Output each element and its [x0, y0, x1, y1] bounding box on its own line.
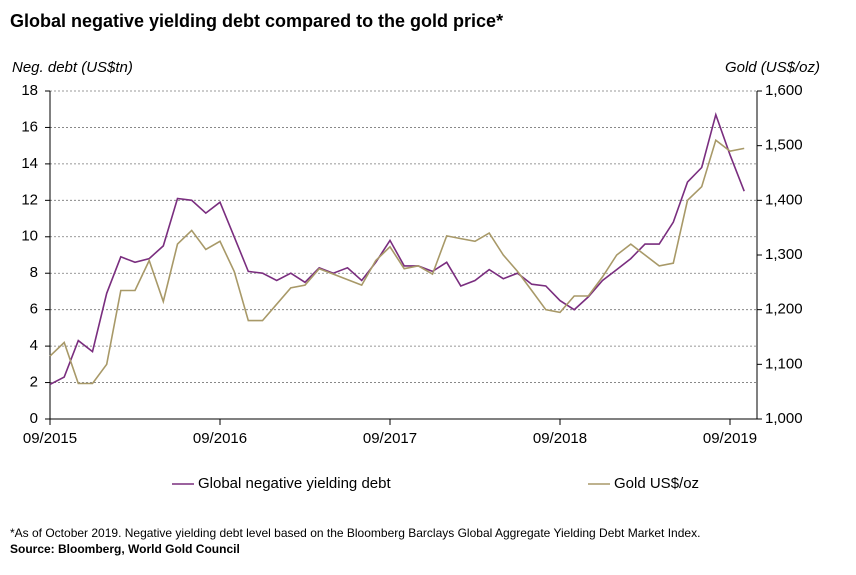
- y2-tick-label: 1,100: [765, 355, 803, 372]
- y2-tick-label: 1,000: [765, 410, 803, 427]
- series-line: [49, 112, 745, 386]
- y-tick-label: 8: [30, 264, 38, 281]
- y-tick-label: 12: [21, 191, 38, 208]
- y-tick-label: 6: [30, 301, 38, 318]
- y-tick-label: 18: [21, 82, 38, 99]
- y-tick-label: 4: [30, 337, 38, 354]
- y2-axis-label: Gold (US$/oz): [725, 59, 820, 76]
- y-tick-label: 14: [21, 155, 38, 172]
- y2-tick-label: 1,400: [765, 191, 803, 208]
- x-tick-label: 09/2018: [533, 430, 587, 447]
- chart-title: Global negative yielding debt compared t…: [10, 11, 503, 31]
- y-tick-label: 10: [21, 228, 38, 245]
- x-tick-label: 09/2015: [23, 430, 77, 447]
- y2-tick-label: 1,300: [765, 246, 803, 263]
- y-tick-label: 0: [30, 410, 38, 427]
- x-tick-label: 09/2019: [703, 430, 757, 447]
- y-axis-label: Neg. debt (US$tn): [12, 59, 133, 76]
- y-tick-label: 16: [21, 118, 38, 135]
- x-tick-label: 09/2016: [193, 430, 247, 447]
- y-tick-label: 2: [30, 374, 38, 391]
- legend-label: Global negative yielding debt: [198, 475, 391, 492]
- footnote: *As of October 2019. Negative yielding d…: [10, 526, 700, 540]
- source: Source: Bloomberg, World Gold Council: [10, 542, 240, 556]
- y2-tick-label: 1,200: [765, 301, 803, 318]
- y2-tick-label: 1,500: [765, 137, 803, 154]
- series-line: [49, 138, 745, 385]
- legend-label: Gold US$/oz: [614, 475, 699, 492]
- x-tick-label: 09/2017: [363, 430, 417, 447]
- y2-tick-label: 1,600: [765, 82, 803, 99]
